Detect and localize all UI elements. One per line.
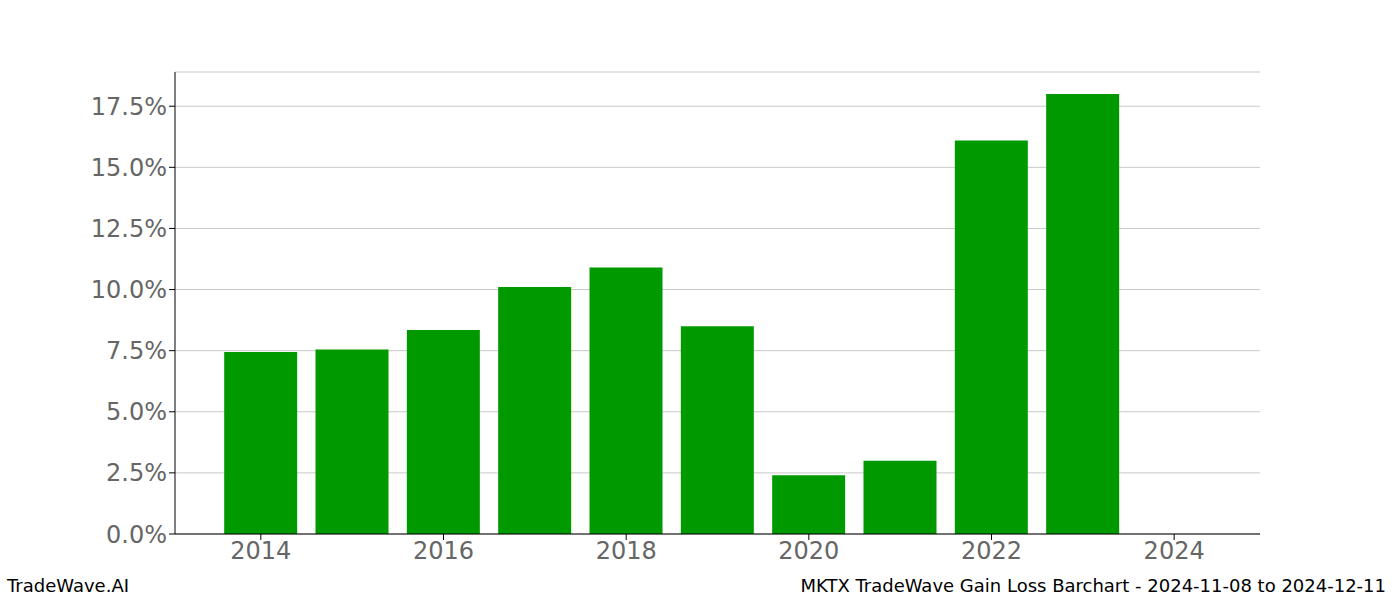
svg-text:7.5%: 7.5%: [106, 337, 167, 365]
svg-text:2020: 2020: [778, 537, 839, 565]
svg-text:17.5%: 17.5%: [91, 93, 167, 121]
svg-text:5.0%: 5.0%: [106, 398, 167, 426]
svg-text:0.0%: 0.0%: [106, 521, 167, 549]
html-text:MKTX TradeWave Gain Loss Barch: MKTX TradeWave Gain Loss Barchart - 2024…: [800, 575, 1386, 596]
svg-text:10.0%: 10.0%: [91, 276, 167, 304]
svg-text:2014: 2014: [230, 537, 291, 565]
svg-text:2022: 2022: [961, 537, 1022, 565]
svg-text:2016: 2016: [413, 537, 474, 565]
svg-text:2018: 2018: [596, 537, 657, 565]
svg-text:15.0%: 15.0%: [91, 154, 167, 182]
svg-text:2.5%: 2.5%: [106, 459, 167, 487]
svg-text:12.5%: 12.5%: [91, 215, 167, 243]
html-text:TradeWave.AI: TradeWave.AI: [7, 575, 129, 596]
svg-text:2024: 2024: [1144, 537, 1205, 565]
